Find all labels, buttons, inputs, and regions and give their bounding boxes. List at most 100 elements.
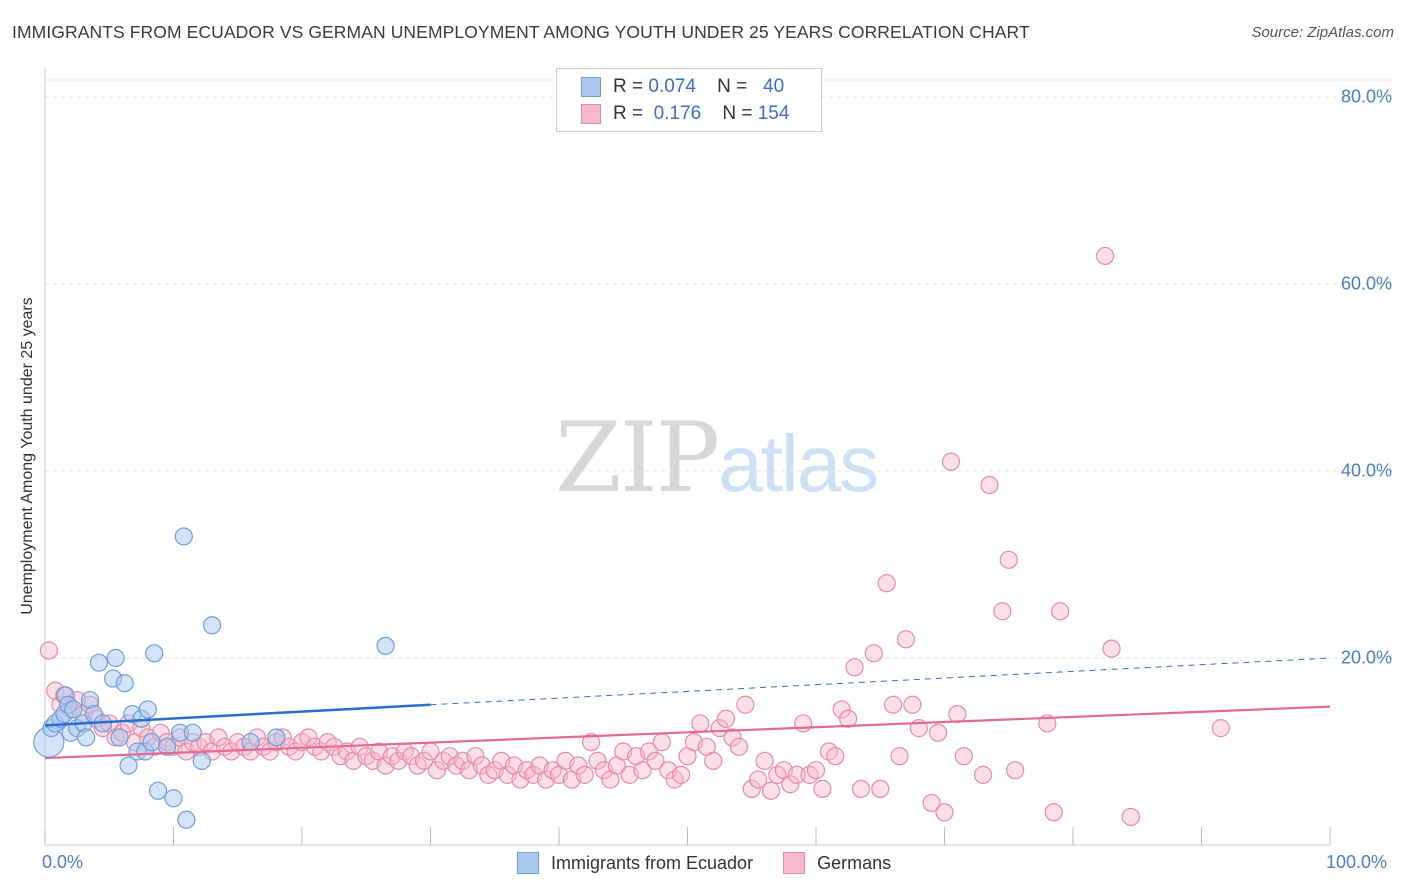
data-point-germans <box>973 765 993 784</box>
data-point-germans <box>39 641 58 660</box>
x-tick-label-min: 0.0% <box>42 852 84 872</box>
data-point-germans <box>209 728 228 747</box>
y-tick-label: 80.0% <box>1340 86 1392 107</box>
legend-n-value: 40 <box>763 76 785 97</box>
data-point-germans <box>588 751 607 770</box>
legend-row-ecuador: R = 0.074 N = 40 <box>581 75 784 99</box>
data-point-germans <box>716 709 736 728</box>
data-point-germans <box>781 775 800 794</box>
data-point-germans <box>941 452 961 471</box>
data-point-germans <box>729 737 749 756</box>
data-point-germans <box>749 770 768 789</box>
data-point-germans <box>864 644 883 663</box>
data-point-germans <box>896 630 916 649</box>
data-point-ecuador <box>89 653 109 672</box>
data-point-germans <box>877 574 896 593</box>
data-point-germans <box>633 761 652 780</box>
data-point-germans <box>652 733 671 752</box>
data-point-ecuador <box>110 728 129 747</box>
data-point-germans <box>755 751 774 770</box>
data-point-germans <box>813 779 832 799</box>
data-point-germans <box>671 765 691 784</box>
legend-r-label: R = <box>613 103 644 124</box>
data-point-germans <box>935 803 954 822</box>
data-point-germans <box>710 719 729 738</box>
data-point-ecuador <box>115 674 134 693</box>
y-tick-label: 40.0% <box>1340 460 1392 481</box>
source-credit: Source: ZipAtlas.com <box>1251 24 1394 41</box>
data-point-ecuador <box>241 733 260 752</box>
data-point-ecuador <box>64 700 83 719</box>
data-point-germans <box>826 747 845 766</box>
data-point-germans <box>928 723 948 742</box>
data-point-ecuador <box>183 723 202 742</box>
data-point-germans <box>806 761 826 780</box>
data-point-germans <box>851 779 871 799</box>
data-point-ecuador <box>164 789 183 808</box>
data-point-germans <box>691 714 710 733</box>
series-legend: Immigrants from Ecuador Germans <box>517 852 921 874</box>
data-point-germans <box>1051 602 1070 621</box>
data-point-germans <box>639 742 659 761</box>
data-point-germans <box>736 695 755 714</box>
y-axis-label: Unemployment Among Youth under 25 years <box>19 297 36 615</box>
series-legend-germans: Germans <box>783 852 891 874</box>
data-point-germans <box>890 747 909 766</box>
data-point-germans <box>903 695 922 714</box>
legend-swatch-germans <box>581 104 601 124</box>
data-point-ecuador <box>174 527 193 546</box>
y-tick-label: 20.0% <box>1340 647 1392 668</box>
data-point-germans <box>993 602 1012 621</box>
data-point-germans <box>299 728 318 747</box>
series-swatch-ecuador <box>517 852 539 874</box>
data-point-germans <box>1044 803 1063 822</box>
data-point-ecuador <box>157 737 177 756</box>
series-swatch-germans <box>783 852 806 874</box>
trend-line-ecuador-extension <box>430 657 1331 706</box>
data-point-germans <box>980 475 999 495</box>
data-point-germans <box>646 751 665 770</box>
x-tick-label-max: 100.0% <box>1326 852 1388 872</box>
data-point-germans <box>704 751 723 770</box>
y-tick-label: 60.0% <box>1340 273 1392 294</box>
series-name-germans: Germans <box>817 852 892 873</box>
data-point-ecuador <box>106 648 125 668</box>
legend-n-label: N = <box>722 103 753 124</box>
data-point-germans <box>582 733 601 752</box>
data-point-ecuador <box>142 733 161 752</box>
data-point-germans <box>787 765 806 784</box>
legend-n-label: N = <box>717 76 748 97</box>
data-point-ecuador <box>192 751 211 770</box>
watermark-atlas: atlas <box>718 419 879 508</box>
data-point-germans <box>742 779 761 799</box>
data-point-germans <box>414 751 434 770</box>
zipatlas-watermark: ZIPatlas <box>555 402 879 514</box>
data-point-germans <box>761 781 781 800</box>
legend-swatch-ecuador <box>581 77 601 97</box>
data-point-germans <box>954 747 973 766</box>
legend-r-value: 0.176 <box>653 103 702 124</box>
data-point-germans <box>839 709 858 728</box>
data-point-germans <box>922 793 941 813</box>
data-point-germans <box>466 747 485 766</box>
legend-row-germans: R = 0.176 N = 154 <box>581 102 789 126</box>
legend-r-value: 0.074 <box>648 76 696 97</box>
data-point-ecuador <box>148 781 168 800</box>
data-point-germans <box>569 756 588 775</box>
data-point-ecuador <box>177 810 196 829</box>
data-point-germans <box>794 714 813 733</box>
data-point-germans <box>723 728 742 747</box>
chart-title: IMMIGRANTS FROM ECUADOR VS GERMAN UNEMPL… <box>12 22 1030 42</box>
data-point-germans <box>427 761 447 780</box>
trend-line-germans <box>44 705 1331 760</box>
data-point-germans <box>1006 761 1025 780</box>
data-point-ecuador <box>267 728 286 747</box>
data-point-germans <box>883 695 903 714</box>
data-point-ecuador <box>145 644 164 663</box>
data-point-ecuador <box>202 616 222 635</box>
data-point-germans <box>871 779 890 799</box>
data-point-ecuador <box>376 636 395 655</box>
data-point-germans <box>1102 639 1121 658</box>
data-point-germans <box>845 658 864 677</box>
